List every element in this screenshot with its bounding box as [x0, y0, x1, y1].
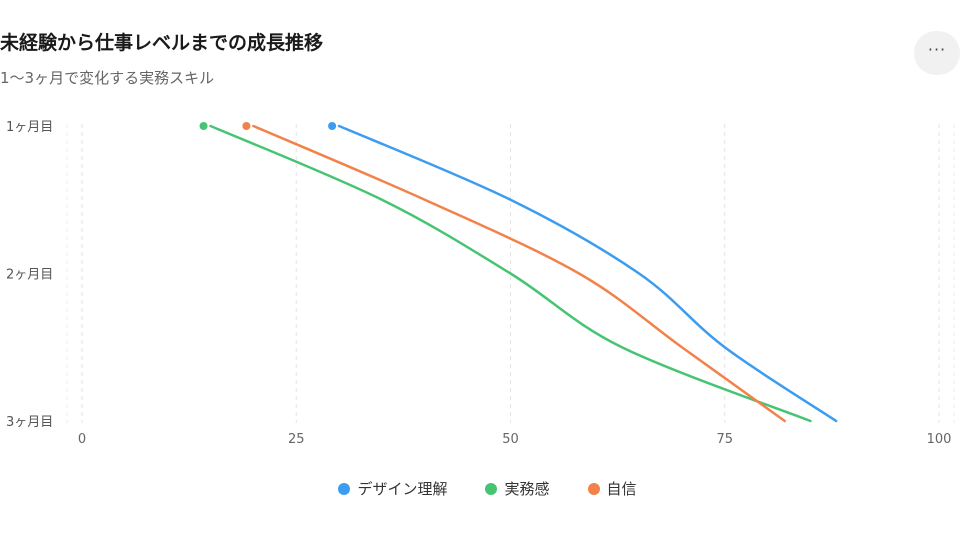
y-tick-label: 2ヶ月目: [6, 268, 53, 283]
legend-color-dot: [485, 482, 498, 495]
chart-subtitle: 1〜3ヶ月で変化する実務スキル: [0, 69, 215, 87]
x-tick-label: 100: [927, 432, 952, 447]
legend-color-dot: [587, 482, 600, 495]
x-tick-label: 25: [288, 432, 305, 447]
series-line[interactable]: [252, 124, 786, 423]
ellipsis-icon: ···: [927, 40, 947, 59]
series-lines: [199, 122, 838, 423]
more-options-button[interactable]: ···: [914, 31, 960, 75]
chart-title: 未経験から仕事レベルまでの成長推移: [0, 32, 324, 54]
series-start-point[interactable]: [242, 122, 251, 130]
x-axis-ticks: 0 25 50 75 100: [78, 432, 952, 447]
y-tick-label: 1ヶ月目: [6, 120, 53, 135]
x-tick-label: 75: [716, 432, 733, 447]
legend-label: デザイン理解: [357, 480, 448, 498]
series-line[interactable]: [209, 124, 812, 423]
x-tick-label: 0: [78, 432, 86, 447]
y-axis-ticks: 1ヶ月目 2ヶ月目 3ヶ月目: [6, 120, 53, 430]
x-tick-label: 50: [502, 432, 519, 447]
chart-legend: デザイン理解 実務感 自信: [0, 478, 960, 499]
series-line[interactable]: [337, 124, 838, 423]
legend-label: 自信: [606, 480, 637, 498]
series-start-point[interactable]: [328, 122, 337, 130]
legend-item[interactable]: 自信: [587, 478, 637, 499]
y-tick-label: 3ヶ月目: [6, 415, 53, 430]
grid-lines: [66, 124, 955, 423]
legend-item[interactable]: 実務感: [485, 478, 550, 499]
legend-label: 実務感: [504, 480, 550, 498]
legend-color-dot: [338, 482, 351, 495]
legend-item[interactable]: デザイン理解: [338, 478, 447, 499]
series-start-point[interactable]: [199, 122, 208, 130]
